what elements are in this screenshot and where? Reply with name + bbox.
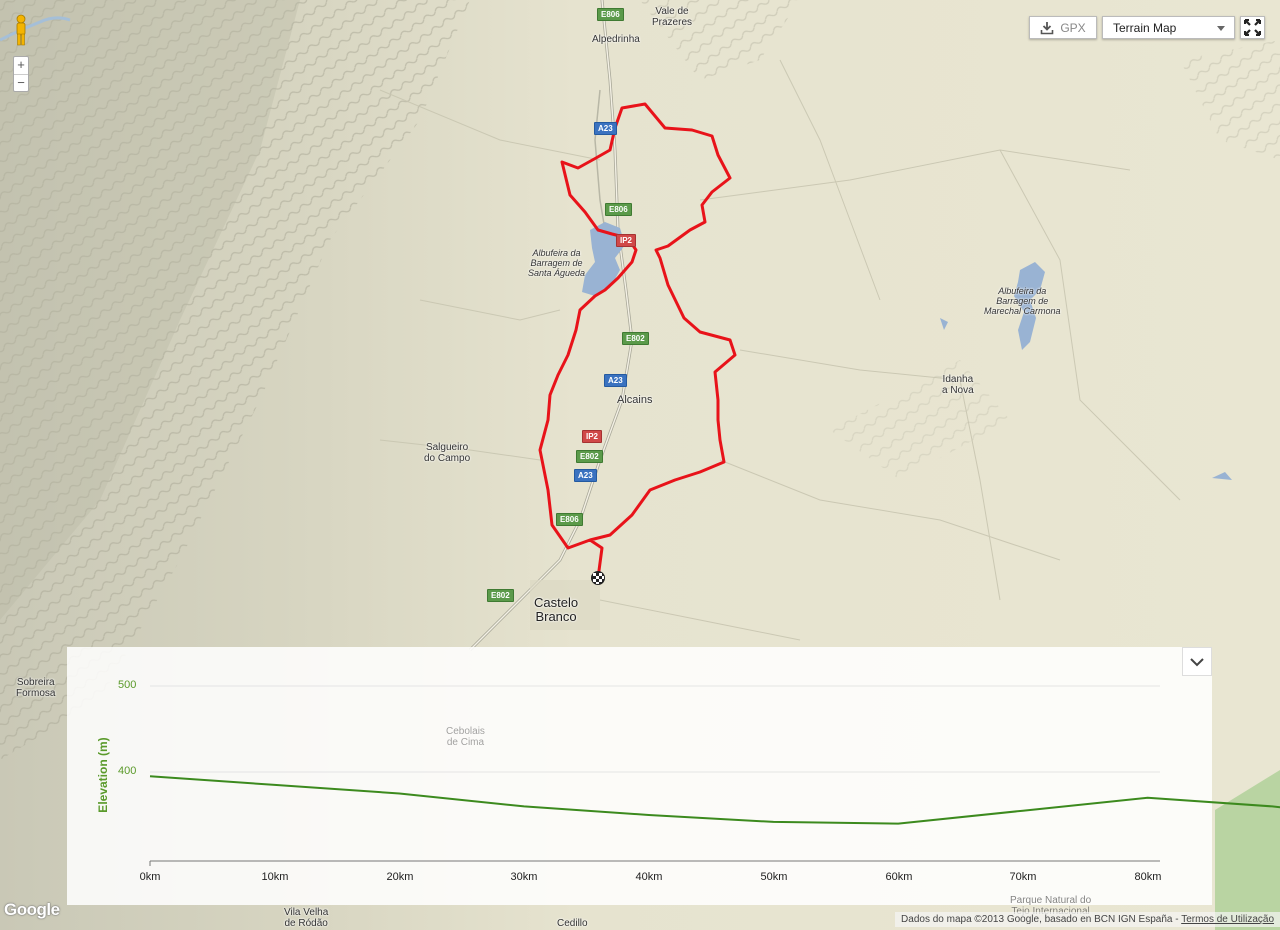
place-marechal-carmona-reservoir: Albufeira da Barragem de Marechal Carmon…	[984, 286, 1061, 316]
road-shield-e802: E802	[576, 450, 603, 463]
x-tick-label: 70km	[1009, 871, 1037, 883]
attribution-text: Dados do mapa ©2013 Google, basado en BC…	[901, 914, 1182, 925]
road-shield-a23: A23	[574, 469, 597, 482]
place-sobreira-formosa: Sobreira Formosa	[16, 677, 56, 699]
x-tick-label: 60km	[885, 871, 913, 883]
road-shield-e806: E806	[556, 513, 583, 526]
road-shield-e802: E802	[487, 589, 514, 602]
place-idanha-a-nova: Idanha a Nova	[942, 374, 974, 396]
place-cedillo: Cedillo	[557, 918, 588, 929]
zoom-in-button[interactable]: +	[14, 57, 28, 75]
road-shield-a23: A23	[594, 122, 617, 135]
fullscreen-icon	[1244, 19, 1261, 36]
road-shield-a23: A23	[604, 374, 627, 387]
elevation-axis-label: Elevation (m)	[96, 737, 110, 813]
place-vila-velha-de-rodao: Vila Velha de Ródão	[284, 907, 329, 929]
gpx-download-button[interactable]: GPX	[1029, 16, 1097, 39]
collapse-elevation-button[interactable]	[1182, 647, 1212, 676]
x-tick-label: 10km	[261, 871, 289, 883]
x-tick-label: 20km	[386, 871, 414, 883]
road-shield-e806: E806	[605, 203, 632, 216]
road-shield-e802: E802	[622, 332, 649, 345]
elevation-panel	[67, 647, 1212, 905]
place-santa-agueda-reservoir: Albufeira da Barragem de Santa Águeda	[528, 248, 586, 278]
y-tick-500: 500	[118, 679, 137, 691]
pegman-icon[interactable]	[13, 14, 29, 48]
place-castelo-branco: Castelo Branco	[534, 595, 579, 624]
place-salgueiro-do-campo: Salgueiro do Campo	[424, 442, 471, 464]
place-alpedrinha: Alpedrinha	[592, 34, 640, 45]
map-attribution: Dados do mapa ©2013 Google, basado en BC…	[895, 912, 1280, 927]
y-tick-400: 400	[118, 765, 137, 777]
gpx-label: GPX	[1060, 20, 1086, 35]
route-line	[538, 102, 737, 579]
place-vale-de-prazeres: Vale de Prazeres	[652, 6, 693, 28]
x-tick-label: 50km	[760, 871, 788, 883]
fullscreen-button[interactable]	[1240, 16, 1265, 39]
map-type-select[interactable]: Terrain Map	[1102, 16, 1235, 39]
finish-flag-icon	[591, 571, 605, 585]
road-shield-ip2: IP2	[582, 430, 603, 443]
place-alcains: Alcains	[617, 394, 653, 406]
road-shield-e806: E806	[597, 8, 624, 21]
chevron-down-icon	[1190, 657, 1204, 666]
place-cebolais-de-cima: Cebolais de Cima	[446, 726, 485, 748]
dropdown-caret-icon	[1217, 26, 1225, 31]
place-parque-tejo-internacional: Parque Natural do Tejo Internacional	[1010, 895, 1092, 917]
x-tick-label: 40km	[635, 871, 663, 883]
zoom-control: + −	[13, 56, 29, 92]
terms-of-use-link[interactable]: Termos de Utilização	[1181, 914, 1274, 925]
x-tick-label: 0km	[139, 871, 161, 883]
map-type-value: Terrain Map	[1113, 20, 1177, 35]
google-logo[interactable]: Google	[4, 900, 60, 919]
x-tick-label: 80km	[1134, 871, 1162, 883]
download-icon	[1041, 21, 1054, 34]
x-tick-label: 30km	[510, 871, 538, 883]
zoom-out-button[interactable]: −	[17, 75, 25, 90]
road-shield-ip2: IP2	[616, 234, 637, 247]
